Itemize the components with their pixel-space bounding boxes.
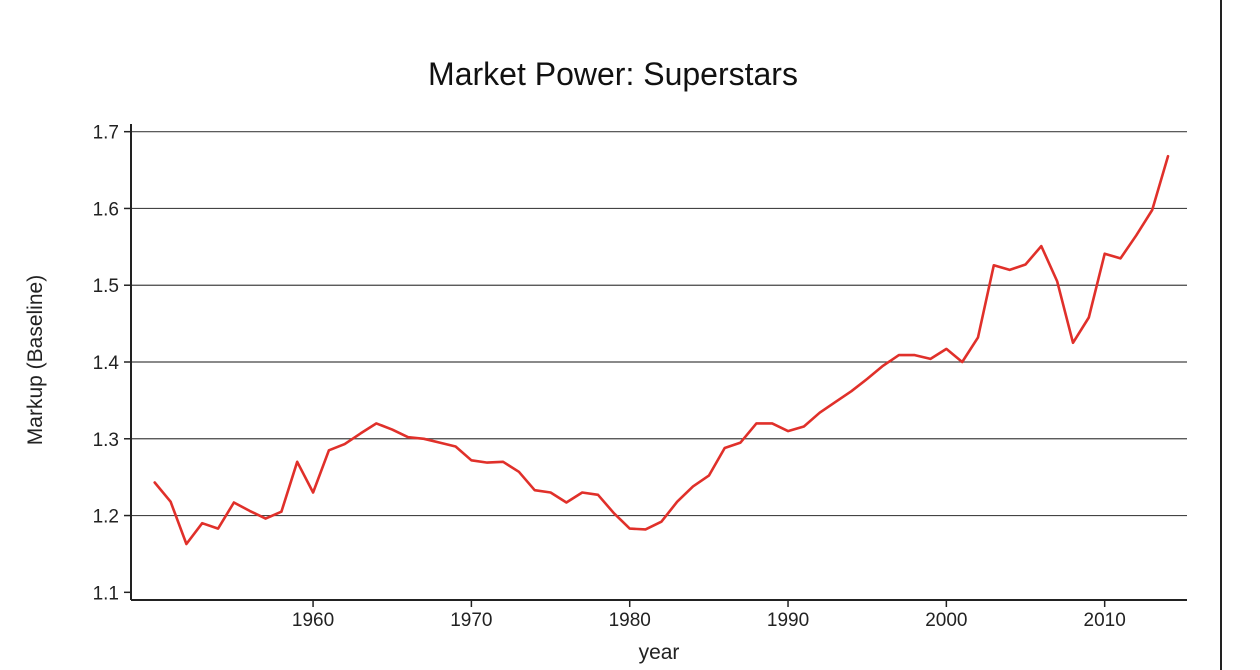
y-tick-label-4: 1.5 xyxy=(93,276,119,297)
y-tick-label-0: 1.1 xyxy=(93,583,119,604)
x-tick-label-3: 1990 xyxy=(767,610,809,631)
x-ticks: 1960 1970 1980 1990 2000 2010 xyxy=(292,600,1126,631)
y-tick-label-2: 1.3 xyxy=(93,430,119,451)
y-tick-label-3: 1.4 xyxy=(93,353,120,374)
series-group xyxy=(153,154,1170,546)
y-tick-label-5: 1.6 xyxy=(93,199,119,220)
y-tick-label-6: 1.7 xyxy=(93,123,119,144)
x-tick-label-2: 1980 xyxy=(609,610,651,631)
line-chart: 1.1 1.2 1.3 1.4 1.5 1.6 1.7 1960 1970 1980 1990 20… xyxy=(24,123,1187,664)
y-tick-label-1: 1.2 xyxy=(93,507,119,528)
series-line-0 xyxy=(153,154,1170,546)
chart-title: Market Power: Superstars xyxy=(428,56,798,92)
y-axis-label: Markup (Baseline) xyxy=(24,275,47,445)
y-ticks: 1.1 1.2 1.3 1.4 1.5 1.6 1.7 xyxy=(93,123,131,604)
x-tick-label-1: 1970 xyxy=(450,610,492,631)
right-border-line xyxy=(1220,0,1222,670)
gridlines xyxy=(131,131,1187,517)
x-tick-label-0: 1960 xyxy=(292,610,334,631)
x-tick-label-5: 2010 xyxy=(1084,610,1126,631)
x-tick-label-4: 2000 xyxy=(925,610,967,631)
x-axis-label: year xyxy=(639,641,680,664)
